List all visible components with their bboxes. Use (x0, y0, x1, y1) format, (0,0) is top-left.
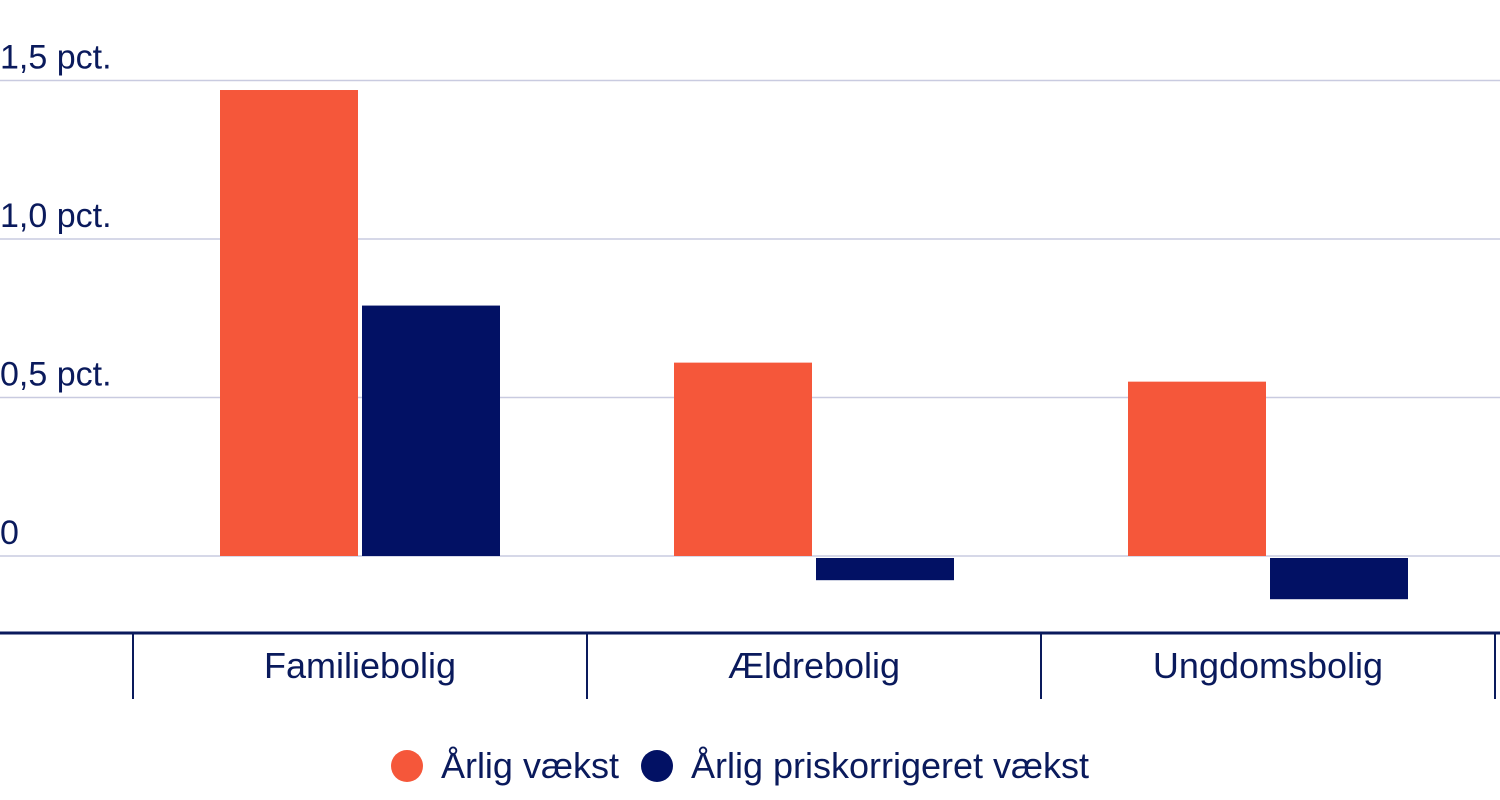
x-category-label: Familiebolig (264, 645, 456, 686)
legend-label: Årlig vækst (440, 745, 619, 786)
legend-swatch (390, 750, 423, 782)
bar (1270, 558, 1408, 600)
tick-labels: 0 0,5 pct. 1,0 pct. 1,5 pct. (0, 39, 112, 553)
bar (1128, 381, 1266, 556)
bar (362, 305, 500, 556)
bar (674, 362, 812, 556)
legend-item: Årlig priskorrigeret vækst (640, 745, 1090, 787)
legend-item: Årlig vækst (390, 745, 619, 787)
bars (220, 90, 1408, 600)
bar (220, 90, 358, 556)
y-tick-label: 1,5 pct. (0, 39, 112, 77)
x-category-label: Ungdomsbolig (1153, 645, 1383, 686)
legend: Årlig vækst Årlig priskorrigeret vækst (0, 745, 1480, 787)
legend-label: Årlig priskorrigeret vækst (690, 745, 1090, 786)
legend-swatch (640, 750, 673, 782)
category-axis: Familiebolig Ældrebolig Ungdomsbolig (0, 631, 1500, 699)
bar (816, 558, 954, 581)
bar-chart: Familiebolig Ældrebolig Ungdomsbolig 0 0,5 … (0, 39, 1500, 699)
y-tick-label: 0,5 pct. (0, 356, 112, 394)
y-tick-label: 1,0 pct. (0, 197, 112, 235)
y-tick-label: 0 (0, 514, 19, 552)
x-category-label: Ældrebolig (728, 645, 900, 686)
